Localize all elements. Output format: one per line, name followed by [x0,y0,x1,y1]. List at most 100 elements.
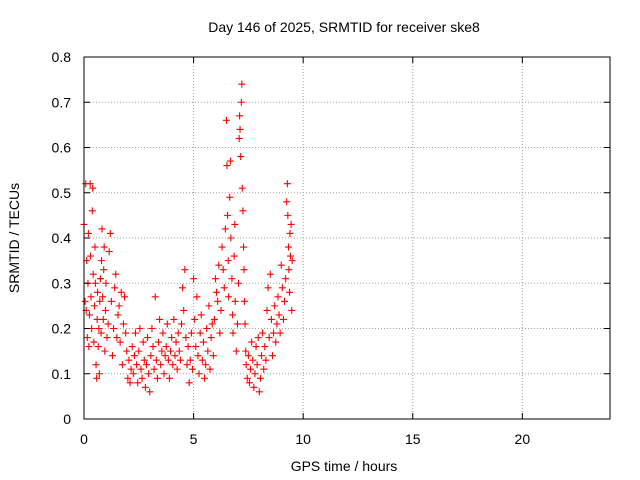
data-point [112,270,120,278]
data-point [185,379,193,387]
data-point [223,162,231,170]
y-tick-label: 0.3 [52,275,72,291]
data-point [240,243,248,251]
data-point [268,352,276,360]
data-point [252,343,260,351]
data-point [119,320,127,328]
data-point [147,352,155,360]
data-point [197,311,205,319]
data-point [91,302,99,310]
data-point [165,374,173,382]
data-point [127,365,135,373]
x-tick-label: 0 [80,431,88,447]
data-point [144,334,152,342]
data-point [108,352,116,360]
data-point [151,293,159,301]
data-point [283,198,291,206]
data-point [124,374,132,382]
data-point [288,306,296,314]
data-point [134,379,142,387]
y-tick-label: 0.2 [52,321,72,337]
data-point [83,334,91,342]
data-point [224,257,232,265]
data-point [229,311,237,319]
data-point [87,293,95,301]
data-point [286,252,294,260]
grid-lines [84,57,610,419]
data-point [226,193,234,201]
data-point [94,288,102,296]
data-point [103,334,111,342]
data-point [278,284,286,292]
data-point [236,112,244,120]
data-point [227,234,235,242]
data-point [237,153,245,161]
data-point [261,343,269,351]
data-point [276,329,284,337]
data-point [100,266,108,274]
data-point [191,315,199,323]
data-point [133,361,141,369]
data-point [111,284,119,292]
data-point [106,229,114,237]
data-point [160,370,168,378]
data-point [176,356,184,364]
y-axis-label: SRMTID / TECUs [6,183,22,293]
data-point [238,184,246,192]
data-point [231,220,239,228]
data-point [85,343,93,351]
x-tick-label: 20 [515,431,531,447]
data-point [192,343,200,351]
data-point [87,252,95,260]
y-tick-label: 0.5 [52,185,72,201]
data-point [161,352,169,360]
data-point [132,329,140,337]
data-point [100,243,108,251]
data-point [171,352,179,360]
data-point [205,302,213,310]
data-point [178,320,186,328]
data-point [153,374,161,382]
data-point [159,329,167,337]
data-point [181,266,189,274]
data-point [190,275,198,283]
data-point [229,329,237,337]
x-tick-label: 5 [190,431,198,447]
data-point [88,207,96,215]
data-point [273,320,281,328]
data-point [115,302,123,310]
data-point [169,361,177,369]
data-point [201,374,209,382]
data-point [208,320,216,328]
x-tick-label: 10 [295,431,311,447]
data-points [80,80,296,396]
y-tick-label: 0.6 [52,140,72,156]
data-point [141,383,149,391]
data-point [195,370,203,378]
data-point [99,315,107,323]
chart-title: Day 146 of 2025, SRMTID for receiver ske… [208,19,480,35]
data-point [263,306,271,314]
data-point [217,306,225,314]
data-point [117,288,125,296]
y-tick-label: 0.4 [52,230,72,246]
data-point [199,338,207,346]
data-point [222,116,230,124]
data-point [183,361,191,369]
data-point [275,311,283,319]
data-point [146,388,154,396]
data-point [170,315,178,323]
data-point [96,275,104,283]
data-point [288,257,296,265]
data-point [95,325,103,332]
data-point [256,374,264,382]
data-point [264,284,272,292]
data-point [237,98,245,106]
data-point [260,365,268,373]
data-point [163,320,171,328]
data-point [206,365,214,373]
data-point [174,329,182,337]
data-point [251,370,259,378]
data-point [213,288,221,296]
